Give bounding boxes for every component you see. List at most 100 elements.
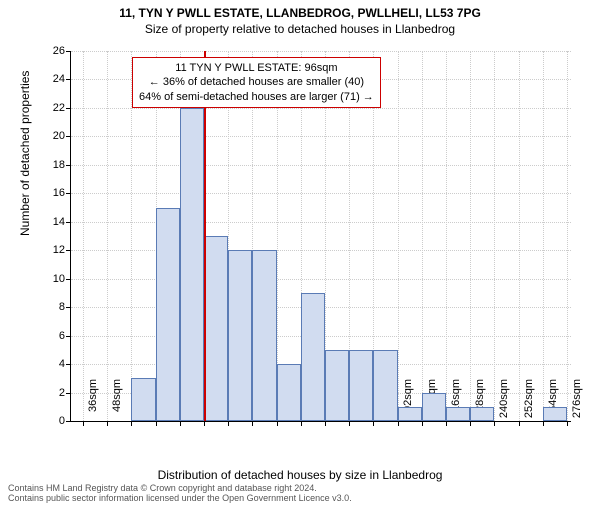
chart-title: 11, TYN Y PWLL ESTATE, LLANBEDROG, PWLLH…: [0, 6, 600, 20]
ytick-mark: [66, 393, 71, 394]
xtick-mark: [494, 421, 495, 426]
histogram-bar: [301, 293, 325, 421]
grid-line-v: [107, 51, 108, 421]
xtick-mark: [422, 421, 423, 426]
xtick-mark: [131, 421, 132, 426]
footer-line-2: Contains public sector information licen…: [8, 494, 352, 504]
ytick-mark: [66, 364, 71, 365]
grid-line-v: [494, 51, 495, 421]
histogram-bar: [398, 407, 422, 421]
grid-line-v: [470, 51, 471, 421]
histogram-bar: [228, 250, 252, 421]
histogram-bar: [373, 350, 397, 421]
xtick-mark: [107, 421, 108, 426]
ytick-mark: [66, 79, 71, 80]
xtick-label: 252sqm: [523, 379, 535, 429]
grid-line-v: [398, 51, 399, 421]
grid-line-h: [71, 193, 571, 194]
xtick-mark: [180, 421, 181, 426]
grid-line-v: [446, 51, 447, 421]
ytick-label: 14: [35, 216, 65, 228]
ytick-mark: [66, 222, 71, 223]
grid-line-v: [519, 51, 520, 421]
ytick-mark: [66, 136, 71, 137]
ytick-label: 22: [35, 102, 65, 114]
grid-line-h: [71, 250, 571, 251]
chart-subtitle: Size of property relative to detached ho…: [0, 22, 600, 36]
ytick-label: 10: [35, 273, 65, 285]
info-line-2: ← 36% of detached houses are smaller (40…: [139, 75, 374, 89]
ytick-label: 2: [35, 387, 65, 399]
histogram-bar: [446, 407, 470, 421]
xtick-mark: [543, 421, 544, 426]
ytick-mark: [66, 307, 71, 308]
ytick-mark: [66, 51, 71, 52]
xtick-label: 276sqm: [571, 379, 583, 429]
ytick-mark: [66, 165, 71, 166]
y-axis-label: Number of detached properties: [18, 71, 32, 236]
xtick-mark: [252, 421, 253, 426]
xtick-mark: [83, 421, 84, 426]
xtick-mark: [373, 421, 374, 426]
ytick-mark: [66, 279, 71, 280]
footer: Contains HM Land Registry data © Crown c…: [8, 484, 352, 504]
xtick-mark: [228, 421, 229, 426]
ytick-mark: [66, 336, 71, 337]
ytick-label: 20: [35, 130, 65, 142]
grid-line-h: [71, 108, 571, 109]
ytick-mark: [66, 193, 71, 194]
histogram-bar: [277, 364, 301, 421]
histogram-bar: [252, 250, 276, 421]
xtick-mark: [398, 421, 399, 426]
ytick-label: 18: [35, 159, 65, 171]
histogram-bar: [349, 350, 373, 421]
info-line-3: 64% of semi-detached houses are larger (…: [139, 90, 374, 104]
xtick-mark: [349, 421, 350, 426]
xtick-mark: [519, 421, 520, 426]
histogram-bar: [180, 108, 204, 421]
grid-line-v: [567, 51, 568, 421]
grid-line-h: [71, 165, 571, 166]
ytick-label: 0: [35, 415, 65, 427]
xtick-mark: [470, 421, 471, 426]
histogram-bar: [204, 236, 228, 421]
histogram-bar: [156, 208, 180, 421]
histogram-bar: [470, 407, 494, 421]
xtick-label: 192sqm: [402, 379, 414, 429]
xtick-mark: [156, 421, 157, 426]
xtick-mark: [301, 421, 302, 426]
ytick-label: 26: [35, 45, 65, 57]
grid-line-h: [71, 279, 571, 280]
ytick-label: 12: [35, 244, 65, 256]
ytick-label: 6: [35, 330, 65, 342]
ytick-label: 8: [35, 301, 65, 313]
grid-line-v: [422, 51, 423, 421]
ytick-mark: [66, 421, 71, 422]
xtick-label: 228sqm: [474, 379, 486, 429]
histogram-bar: [422, 393, 446, 421]
xtick-mark: [204, 421, 205, 426]
x-axis-label: Distribution of detached houses by size …: [0, 468, 600, 482]
ytick-mark: [66, 250, 71, 251]
histogram-bar: [131, 378, 155, 421]
chart-area: 0246810121416182022242636sqm48sqm60sqm72…: [70, 51, 570, 421]
xtick-label: 48sqm: [111, 379, 123, 429]
grid-line-h: [71, 136, 571, 137]
ytick-label: 24: [35, 73, 65, 85]
ytick-label: 4: [35, 358, 65, 370]
grid-line-h: [71, 222, 571, 223]
info-box: 11 TYN Y PWLL ESTATE: 96sqm ← 36% of det…: [132, 57, 381, 108]
grid-line-h: [71, 51, 571, 52]
grid-line-v: [543, 51, 544, 421]
xtick-label: 36sqm: [87, 379, 99, 429]
xtick-label: 240sqm: [498, 379, 510, 429]
xtick-label: 264sqm: [547, 379, 559, 429]
xtick-mark: [567, 421, 568, 426]
xtick-mark: [446, 421, 447, 426]
ytick-label: 16: [35, 187, 65, 199]
xtick-mark: [277, 421, 278, 426]
xtick-mark: [325, 421, 326, 426]
histogram-bar: [543, 407, 567, 421]
grid-line-v: [83, 51, 84, 421]
info-line-1: 11 TYN Y PWLL ESTATE: 96sqm: [139, 61, 374, 75]
